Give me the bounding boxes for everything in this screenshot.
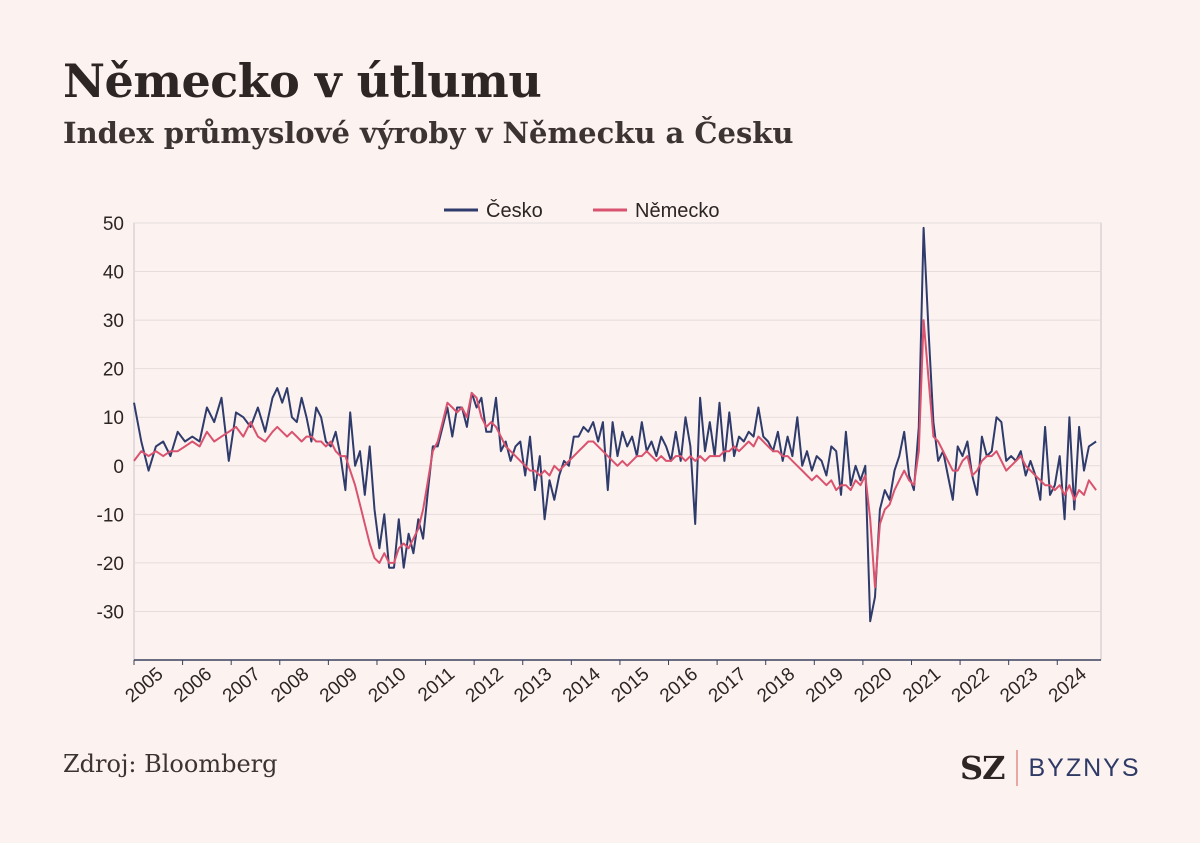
x-tick-label: 2007 bbox=[219, 664, 265, 707]
chart-subtitle: Index průmyslové výroby v Německu a Česk… bbox=[63, 116, 794, 150]
x-tick-label: 2018 bbox=[753, 664, 799, 707]
y-tick-label: 10 bbox=[103, 408, 124, 429]
logo-text: BYZNYS bbox=[1028, 753, 1141, 782]
y-tick-label: 0 bbox=[113, 457, 124, 478]
gridlines bbox=[134, 222, 1101, 612]
y-tick-label: 20 bbox=[103, 360, 124, 381]
legend-label: Česko bbox=[486, 199, 543, 222]
x-tick-label: 2020 bbox=[851, 664, 897, 707]
y-tick-label: -30 bbox=[97, 602, 124, 623]
plot-area bbox=[133, 222, 1102, 661]
series-line-cesko bbox=[133, 226, 1097, 623]
x-tick-label: 2005 bbox=[122, 664, 168, 707]
logo-mark: SZ bbox=[960, 749, 1005, 787]
x-tick-label: 2023 bbox=[996, 664, 1042, 707]
legend-label: Německo bbox=[635, 200, 719, 222]
x-tick-label: 2011 bbox=[414, 664, 459, 706]
x-tick-label: 2010 bbox=[365, 664, 411, 707]
x-tick-label: 2013 bbox=[510, 664, 556, 707]
x-tick-label: 2019 bbox=[802, 664, 848, 707]
source-note: Zdroj: Bloomberg bbox=[63, 750, 278, 778]
x-tick-label: 2014 bbox=[559, 663, 605, 707]
brand-logo: SZ BYZNYS bbox=[960, 748, 1141, 788]
y-tick-label: 50 bbox=[103, 214, 124, 235]
series-lines bbox=[133, 226, 1097, 623]
x-tick-label: 2006 bbox=[170, 664, 216, 707]
axes bbox=[133, 659, 1101, 665]
y-tick-label: -20 bbox=[97, 554, 124, 575]
x-tick-label: 2012 bbox=[462, 664, 508, 707]
x-tick-label: 2017 bbox=[705, 664, 751, 707]
y-tick-label: -10 bbox=[97, 505, 124, 526]
x-tick-label: 2022 bbox=[948, 664, 994, 707]
x-tick-label: 2016 bbox=[656, 664, 702, 707]
x-tick-label: 2015 bbox=[608, 664, 654, 707]
x-tick-label: 2009 bbox=[316, 664, 362, 707]
chart-title: Německo v útlumu bbox=[63, 54, 542, 108]
y-tick-label: 40 bbox=[103, 263, 124, 284]
legend: Česko Německo bbox=[444, 199, 719, 222]
x-tick-label: 2021 bbox=[899, 664, 945, 707]
y-tick-label: 30 bbox=[103, 311, 124, 332]
x-tick-label: 2024 bbox=[1045, 663, 1091, 707]
x-tick-label: 2008 bbox=[267, 664, 313, 707]
y-tick-labels: -30 -20 -10 0 10 20 30 40 50 bbox=[97, 214, 124, 623]
logo-divider bbox=[1016, 750, 1019, 786]
series-line-nemecko bbox=[133, 319, 1097, 589]
x-tick-labels: 2005 2006 2007 2008 2009 2010 2011 2012 2013 2014… bbox=[122, 663, 1091, 707]
